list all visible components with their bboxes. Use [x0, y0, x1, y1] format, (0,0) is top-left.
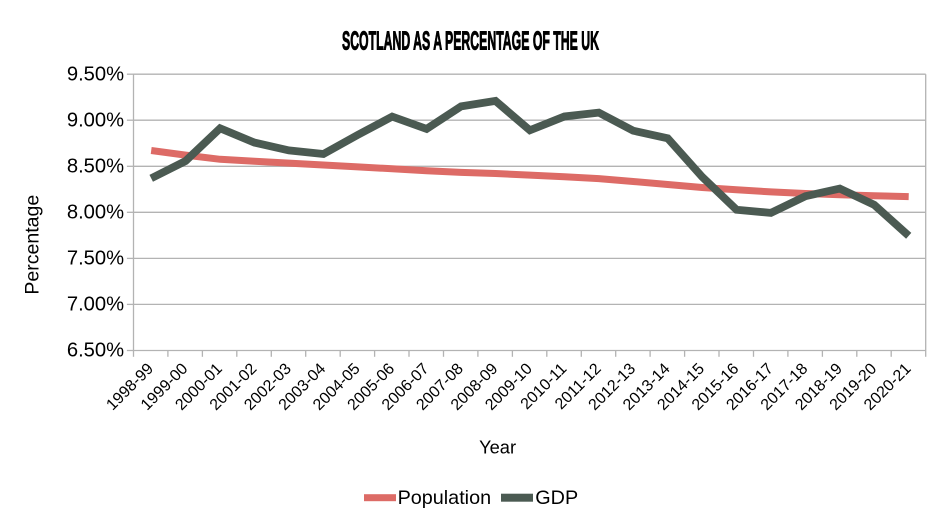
svg-text:9.50%: 9.50% [67, 63, 124, 85]
svg-text:8.50%: 8.50% [67, 155, 124, 177]
svg-text:Percentage: Percentage [22, 195, 44, 295]
svg-text:Year: Year [479, 436, 516, 457]
svg-text:7.50%: 7.50% [67, 248, 124, 270]
svg-text:7.00%: 7.00% [67, 294, 124, 316]
svg-text:8.00%: 8.00% [67, 201, 124, 223]
svg-text:Population: Population [398, 487, 492, 509]
svg-text:SCOTLAND AS A PERCENTAGE OF TH: SCOTLAND AS A PERCENTAGE OF THE UK [342, 26, 599, 56]
svg-text:GDP: GDP [535, 487, 578, 509]
svg-text:6.50%: 6.50% [67, 340, 124, 362]
svg-text:9.00%: 9.00% [67, 109, 124, 131]
